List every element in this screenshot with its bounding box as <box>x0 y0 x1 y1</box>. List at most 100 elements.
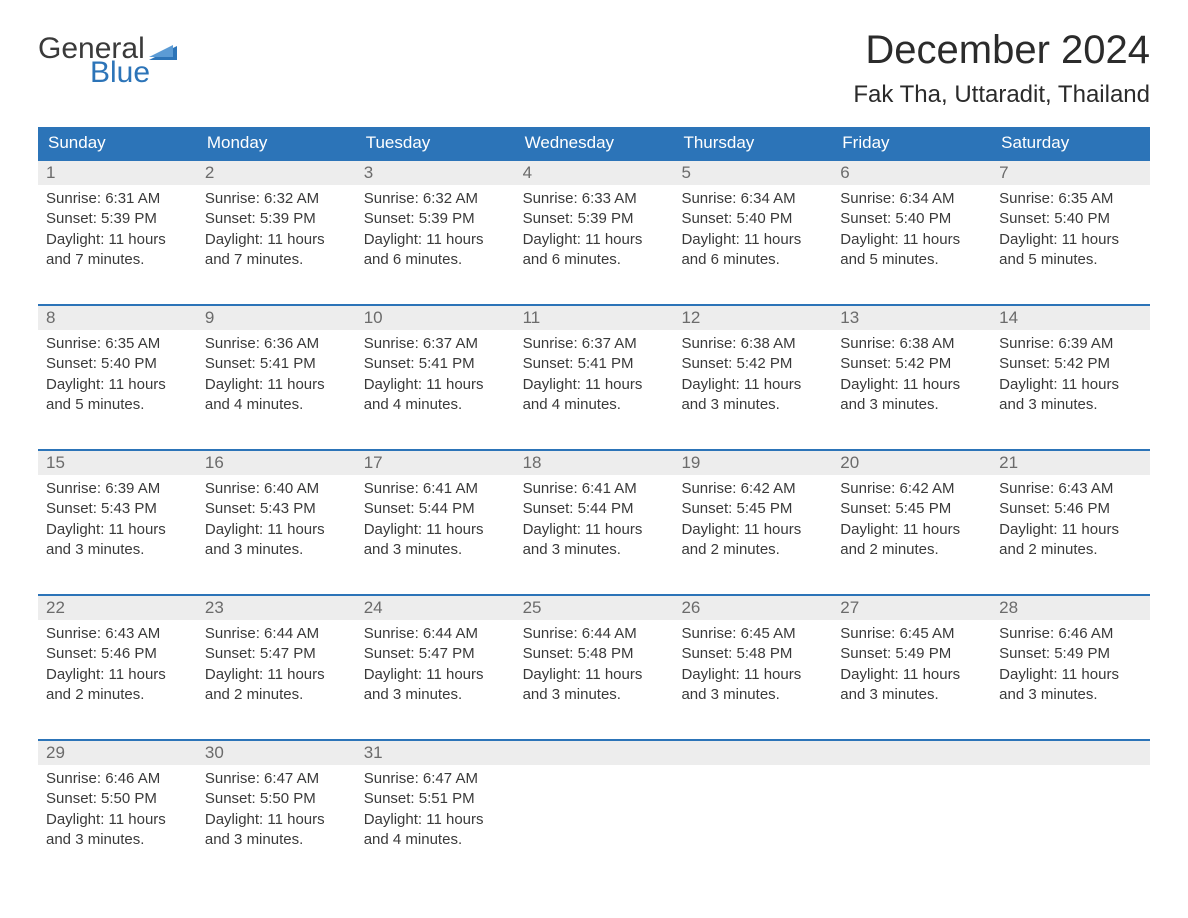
calendar-week: 15161718192021Sunrise: 6:39 AMSunset: 5:… <box>38 449 1150 580</box>
calendar: SundayMondayTuesdayWednesdayThursdayFrid… <box>38 127 1150 870</box>
sunrise-line: Sunrise: 6:44 AM <box>523 624 666 644</box>
sunset-line: Sunset: 5:40 PM <box>681 209 824 229</box>
day-cell: Sunrise: 6:38 AMSunset: 5:42 PMDaylight:… <box>832 330 991 435</box>
day-number: 28 <box>991 596 1150 620</box>
day-cell: Sunrise: 6:43 AMSunset: 5:46 PMDaylight:… <box>991 475 1150 580</box>
day-number-row: 891011121314 <box>38 306 1150 330</box>
sunrise-line: Sunrise: 6:32 AM <box>205 189 348 209</box>
sunset-line: Sunset: 5:40 PM <box>999 209 1142 229</box>
calendar-week: 891011121314Sunrise: 6:35 AMSunset: 5:40… <box>38 304 1150 435</box>
sunset-line: Sunset: 5:41 PM <box>205 354 348 374</box>
day-cell: Sunrise: 6:44 AMSunset: 5:47 PMDaylight:… <box>197 620 356 725</box>
sunrise-line: Sunrise: 6:34 AM <box>840 189 983 209</box>
daylight-line: Daylight: 11 hours and 4 minutes. <box>364 375 507 416</box>
day-number-row: 293031 <box>38 741 1150 765</box>
day-number: 21 <box>991 451 1150 475</box>
day-number: 16 <box>197 451 356 475</box>
title-block: December 2024 Fak Tha, Uttaradit, Thaila… <box>853 28 1150 109</box>
dow-cell: Saturday <box>991 127 1150 159</box>
sunrise-line: Sunrise: 6:38 AM <box>840 334 983 354</box>
day-number: 22 <box>38 596 197 620</box>
sunset-line: Sunset: 5:39 PM <box>205 209 348 229</box>
day-content-row: Sunrise: 6:43 AMSunset: 5:46 PM Daylight:… <box>38 620 1150 725</box>
day-number: 18 <box>515 451 674 475</box>
daylight-line: Daylight: 11 hours and 3 minutes. <box>681 665 824 706</box>
sunset-line: Sunset: 5:47 PM <box>364 644 507 664</box>
sunset-line: Sunset: 5:41 PM <box>523 354 666 374</box>
sunset-line: Sunset: 5:39 PM <box>364 209 507 229</box>
sunset-line: Sunset: 5:45 PM <box>681 499 824 519</box>
daylight-line: Daylight: 11 hours and 3 minutes. <box>999 375 1142 416</box>
sunset-line: Sunset: 5:44 PM <box>364 499 507 519</box>
day-number <box>991 741 1150 765</box>
sunrise-line: Sunrise: 6:44 AM <box>364 624 507 644</box>
day-number: 29 <box>38 741 197 765</box>
daylight-line: Daylight: 11 hours and 2 minutes. <box>840 520 983 561</box>
daylight-line: Daylight: 11 hours and 6 minutes. <box>523 230 666 271</box>
day-cell: Sunrise: 6:45 AMSunset: 5:48 PMDaylight:… <box>673 620 832 725</box>
calendar-week: 1234567Sunrise: 6:31 AMSunset: 5:39 PMDa… <box>38 159 1150 290</box>
sunset-line: Sunset: 5:42 PM <box>999 354 1142 374</box>
day-number: 5 <box>673 161 832 185</box>
sunset-line: Sunset: 5:40 PM <box>46 354 189 374</box>
day-cell: Sunrise: 6:46 AMSunset: 5:50 PMDaylight:… <box>38 765 197 870</box>
sunset-line: Sunset: 5:46 PM <box>999 499 1142 519</box>
day-cell: Sunrise: 6:32 AMSunset: 5:39 PMDaylight:… <box>356 185 515 290</box>
sunrise-line: Sunrise: 6:38 AM <box>681 334 824 354</box>
day-cell <box>991 765 1150 870</box>
day-cell: Sunrise: 6:40 AMSunset: 5:43 PMDaylight:… <box>197 475 356 580</box>
day-number <box>832 741 991 765</box>
day-number: 19 <box>673 451 832 475</box>
daylight-line: Daylight: 11 hours and 5 minutes. <box>840 230 983 271</box>
sunset-line: Sunset: 5:49 PM <box>999 644 1142 664</box>
day-cell: Sunrise: 6:45 AMSunset: 5:49 PMDaylight:… <box>832 620 991 725</box>
day-cell: Sunrise: 6:46 AMSunset: 5:49 PMDaylight:… <box>991 620 1150 725</box>
daylight-line: Daylight: 11 hours and 7 minutes. <box>46 230 189 271</box>
flag-icon <box>149 40 177 60</box>
day-cell: Sunrise: 6:34 AMSunset: 5:40 PMDaylight:… <box>832 185 991 290</box>
sunrise-line: Sunrise: 6:37 AM <box>364 334 507 354</box>
sunrise-line: Sunrise: 6:37 AM <box>523 334 666 354</box>
day-cell: Sunrise: 6:38 AMSunset: 5:42 PMDaylight:… <box>673 330 832 435</box>
day-cell: Sunrise: 6:47 AMSunset: 5:51 PMDaylight:… <box>356 765 515 870</box>
day-cell: Sunrise: 6:44 AMSunset: 5:48 PMDaylight:… <box>515 620 674 725</box>
sunrise-line: Sunrise: 6:32 AM <box>364 189 507 209</box>
sunrise-line: Sunrise: 6:43 AM <box>46 624 189 644</box>
daylight-line: Daylight: 11 hours and 3 minutes. <box>205 810 348 851</box>
day-number <box>515 741 674 765</box>
brand-word-2: Blue <box>90 58 150 88</box>
day-cell: Sunrise: 6:42 AMSunset: 5:45 PMDaylight:… <box>832 475 991 580</box>
day-number: 6 <box>832 161 991 185</box>
day-number: 17 <box>356 451 515 475</box>
sunset-line: Sunset: 5:43 PM <box>205 499 348 519</box>
header: General Blue December 2024 Fak Tha, Utta… <box>38 28 1150 109</box>
sunrise-line: Sunrise: 6:43 AM <box>999 479 1142 499</box>
daylight-line: Daylight: 11 hours and 3 minutes. <box>205 520 348 561</box>
day-cell: Sunrise: 6:36 AMSunset: 5:41 PMDaylight:… <box>197 330 356 435</box>
day-number: 25 <box>515 596 674 620</box>
day-number: 26 <box>673 596 832 620</box>
sunrise-line: Sunrise: 6:45 AM <box>840 624 983 644</box>
calendar-week: 22232425262728Sunrise: 6:43 AMSunset: 5:… <box>38 594 1150 725</box>
sunrise-line: Sunrise: 6:34 AM <box>681 189 824 209</box>
sunrise-line: Sunrise: 6:35 AM <box>999 189 1142 209</box>
day-number: 9 <box>197 306 356 330</box>
day-number: 30 <box>197 741 356 765</box>
sunset-line: Sunset: 5:42 PM <box>681 354 824 374</box>
day-number: 2 <box>197 161 356 185</box>
day-cell: Sunrise: 6:34 AMSunset: 5:40 PMDaylight:… <box>673 185 832 290</box>
sunset-line: Sunset: 5:43 PM <box>46 499 189 519</box>
sunset-line: Sunset: 5:41 PM <box>364 354 507 374</box>
day-cell: Sunrise: 6:39 AMSunset: 5:43 PMDaylight:… <box>38 475 197 580</box>
dow-cell: Thursday <box>673 127 832 159</box>
sunset-line: Sunset: 5:39 PM <box>523 209 666 229</box>
sunrise-line: Sunrise: 6:36 AM <box>205 334 348 354</box>
sunset-line: Sunset: 5:46 PM <box>46 644 189 664</box>
day-cell: Sunrise: 6:32 AMSunset: 5:39 PMDaylight:… <box>197 185 356 290</box>
sunrise-line: Sunrise: 6:46 AM <box>46 769 189 789</box>
day-number: 31 <box>356 741 515 765</box>
day-cell: Sunrise: 6:42 AMSunset: 5:45 PMDaylight:… <box>673 475 832 580</box>
day-number: 13 <box>832 306 991 330</box>
day-cell: Sunrise: 6:41 AMSunset: 5:44 PMDaylight:… <box>356 475 515 580</box>
day-number: 15 <box>38 451 197 475</box>
